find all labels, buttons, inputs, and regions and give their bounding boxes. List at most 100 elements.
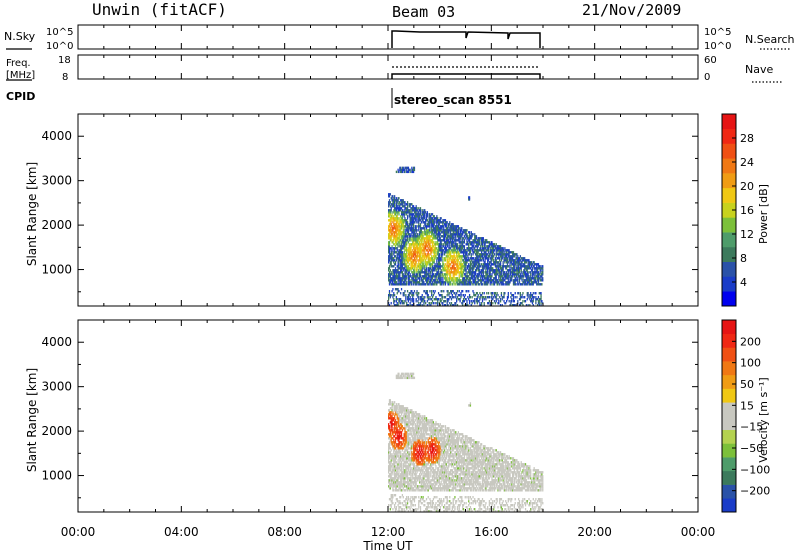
velocity-cell	[388, 483, 391, 486]
power-cell	[471, 243, 473, 246]
power-cell	[391, 217, 393, 220]
velocity-cell	[400, 409, 403, 412]
power-cell	[479, 269, 481, 272]
power-cell	[474, 265, 476, 268]
velocity-cell	[404, 443, 406, 446]
power-cell	[493, 296, 495, 299]
power-cell	[416, 235, 418, 238]
power-cell	[458, 253, 460, 256]
power-cell	[421, 269, 423, 272]
velocity-cell	[400, 479, 402, 482]
power-cell	[406, 207, 409, 210]
power-cell	[422, 213, 424, 216]
power-cell	[400, 199, 402, 202]
power-cell	[395, 288, 398, 291]
power-cell	[530, 261, 532, 264]
power-cell	[516, 275, 518, 278]
power-cell	[405, 209, 407, 212]
colorbar-segment	[722, 187, 736, 203]
power-cell	[528, 259, 530, 262]
power-cell	[391, 227, 393, 230]
power-cell	[421, 294, 423, 297]
power-cell	[395, 271, 398, 274]
power-cell	[399, 253, 401, 256]
power-cell	[530, 271, 532, 274]
power-cell	[412, 217, 415, 220]
power-cell	[481, 275, 484, 278]
power-cell	[467, 237, 469, 240]
velocity-cell	[388, 445, 390, 448]
power-cell	[505, 259, 508, 262]
power-cell	[492, 253, 494, 256]
power-cell	[477, 265, 479, 268]
power-cell	[411, 257, 413, 260]
power-cell	[503, 279, 505, 282]
velocity-cell	[401, 417, 404, 420]
power-cell	[418, 249, 420, 252]
power-cell	[436, 241, 438, 244]
power-cell	[419, 231, 421, 234]
velocity-cell	[403, 445, 405, 448]
power-cell	[464, 259, 466, 262]
power-cell	[440, 255, 442, 258]
power-cell	[406, 257, 408, 260]
power-cell	[404, 275, 406, 278]
power-cell	[456, 231, 458, 234]
power-cell	[412, 213, 414, 216]
power-cell	[404, 279, 406, 282]
power-cell	[523, 281, 525, 284]
power-cell	[406, 227, 409, 230]
power-cell	[417, 277, 419, 280]
power-cell	[415, 245, 417, 248]
power-cell	[500, 247, 503, 250]
power-cell	[540, 275, 542, 278]
power-cell	[468, 257, 470, 260]
power-cell	[389, 213, 391, 216]
power-cell	[395, 241, 398, 244]
power-cell	[468, 283, 471, 286]
power-cell	[424, 229, 426, 232]
power-cell	[536, 265, 538, 268]
power-cell	[459, 231, 461, 234]
power-cell	[481, 273, 483, 276]
power-cell	[400, 277, 403, 280]
velocity-cell	[390, 457, 392, 460]
power-cell	[499, 269, 501, 272]
power-cell	[388, 265, 391, 268]
power-cell	[407, 233, 410, 236]
power-cell	[388, 211, 391, 214]
power-cell	[418, 298, 420, 301]
power-cell	[449, 269, 451, 272]
power-cell	[405, 223, 407, 226]
power-cell	[395, 239, 398, 242]
power-cell	[482, 273, 484, 276]
power-cell	[536, 267, 538, 270]
power-cell	[512, 259, 514, 262]
power-cell	[441, 296, 443, 299]
power-cell	[420, 296, 422, 299]
power-cell	[422, 251, 424, 254]
power-cell	[390, 255, 392, 258]
power-cell	[431, 269, 434, 272]
power-cell	[485, 239, 487, 242]
velocity-cell	[388, 455, 390, 458]
velocity-cell	[406, 473, 408, 476]
power-cell	[510, 296, 512, 299]
power-cell	[426, 255, 429, 258]
velocity-cell	[400, 483, 403, 486]
power-cell	[431, 271, 434, 274]
power-cell	[394, 195, 396, 198]
power-cell	[408, 267, 410, 270]
velocity-cell	[400, 423, 402, 426]
power-cell	[430, 298, 432, 301]
power-cell	[404, 273, 406, 276]
power-cell	[403, 221, 405, 224]
power-cell	[429, 231, 431, 234]
power-cell	[412, 263, 414, 266]
power-cell	[469, 279, 472, 282]
power-cell	[423, 253, 425, 256]
power-cell	[484, 279, 486, 282]
power-cell	[399, 241, 401, 244]
velocity-cell	[400, 447, 402, 450]
power-cell	[413, 275, 416, 278]
